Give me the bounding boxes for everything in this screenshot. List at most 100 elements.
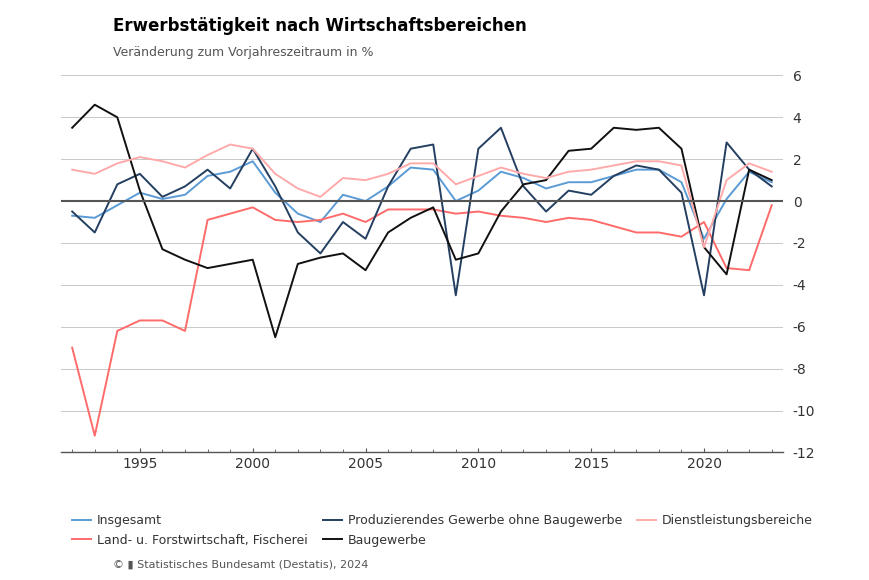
Dienstleistungsbereiche <box>337 175 348 182</box>
Text: Erwerbstätigkeit nach Wirtschaftsbereichen: Erwerbstätigkeit nach Wirtschaftsbereich… <box>113 17 527 35</box>
Baugewerbe <box>541 177 551 184</box>
Baugewerbe <box>405 215 415 222</box>
Land- u. Forstwirtschaft, Fischerei <box>157 317 168 324</box>
Dienstleistungsbereiche <box>563 168 574 175</box>
Insgesamt <box>675 179 686 186</box>
Dienstleistungsbereiche <box>315 193 325 200</box>
Dienstleistungsbereiche <box>698 244 708 251</box>
Insgesamt <box>202 172 213 179</box>
Produzierendes Gewerbe ohne Baugewerbe <box>653 166 663 173</box>
Land- u. Forstwirtschaft, Fischerei <box>473 208 483 215</box>
Land- u. Forstwirtschaft, Fischerei <box>653 229 663 236</box>
Insgesamt <box>112 202 123 209</box>
Dienstleistungsbereiche <box>586 166 596 173</box>
Dienstleistungsbereiche <box>247 145 257 152</box>
Dienstleistungsbereiche <box>428 160 438 167</box>
Insgesamt <box>180 191 190 198</box>
Land- u. Forstwirtschaft, Fischerei <box>720 264 731 271</box>
Land- u. Forstwirtschaft, Fischerei <box>247 204 257 211</box>
Dienstleistungsbereiche <box>450 181 461 188</box>
Insgesamt <box>450 198 461 205</box>
Produzierendes Gewerbe ohne Baugewerbe <box>225 185 235 192</box>
Land- u. Forstwirtschaft, Fischerei <box>675 233 686 240</box>
Insgesamt <box>766 179 776 186</box>
Land- u. Forstwirtschaft, Fischerei <box>135 317 145 324</box>
Land- u. Forstwirtschaft, Fischerei <box>698 219 708 226</box>
Line: Land- u. Forstwirtschaft, Fischerei: Land- u. Forstwirtschaft, Fischerei <box>72 205 771 436</box>
Insgesamt <box>473 187 483 194</box>
Baugewerbe <box>518 181 528 188</box>
Land- u. Forstwirtschaft, Fischerei <box>315 216 325 223</box>
Produzierendes Gewerbe ohne Baugewerbe <box>292 229 302 236</box>
Baugewerbe <box>563 147 574 154</box>
Land- u. Forstwirtschaft, Fischerei <box>337 210 348 217</box>
Insgesamt <box>292 210 302 217</box>
Dienstleistungsbereiche <box>405 160 415 167</box>
Dienstleistungsbereiche <box>473 172 483 179</box>
Insgesamt <box>541 185 551 192</box>
Produzierendes Gewerbe ohne Baugewerbe <box>630 162 640 169</box>
Land- u. Forstwirtschaft, Fischerei <box>743 267 753 274</box>
Produzierendes Gewerbe ohne Baugewerbe <box>112 181 123 188</box>
Land- u. Forstwirtschaft, Fischerei <box>202 216 213 223</box>
Dienstleistungsbereiche <box>157 158 168 165</box>
Land- u. Forstwirtschaft, Fischerei <box>112 328 123 335</box>
Dienstleistungsbereiche <box>541 175 551 182</box>
Insgesamt <box>382 183 393 190</box>
Baugewerbe <box>269 334 280 340</box>
Land- u. Forstwirtschaft, Fischerei <box>90 432 100 439</box>
Dienstleistungsbereiche <box>67 166 77 173</box>
Produzierendes Gewerbe ohne Baugewerbe <box>157 193 168 200</box>
Dienstleistungsbereiche <box>225 141 235 148</box>
Produzierendes Gewerbe ohne Baugewerbe <box>766 183 776 190</box>
Baugewerbe <box>360 267 370 274</box>
Produzierendes Gewerbe ohne Baugewerbe <box>269 183 280 190</box>
Land- u. Forstwirtschaft, Fischerei <box>67 344 77 351</box>
Line: Insgesamt: Insgesamt <box>72 161 771 239</box>
Produzierendes Gewerbe ohne Baugewerbe <box>563 187 574 194</box>
Produzierendes Gewerbe ohne Baugewerbe <box>405 145 415 152</box>
Baugewerbe <box>450 256 461 263</box>
Land- u. Forstwirtschaft, Fischerei <box>180 328 190 335</box>
Dienstleistungsbereiche <box>518 171 528 177</box>
Produzierendes Gewerbe ohne Baugewerbe <box>450 292 461 299</box>
Produzierendes Gewerbe ohne Baugewerbe <box>495 124 506 131</box>
Produzierendes Gewerbe ohne Baugewerbe <box>586 191 596 198</box>
Text: © ▮ Statistisches Bundesamt (Destatis), 2024: © ▮ Statistisches Bundesamt (Destatis), … <box>113 560 368 570</box>
Produzierendes Gewerbe ohne Baugewerbe <box>180 183 190 190</box>
Baugewerbe <box>675 145 686 152</box>
Insgesamt <box>720 195 731 202</box>
Land- u. Forstwirtschaft, Fischerei <box>766 202 776 209</box>
Land- u. Forstwirtschaft, Fischerei <box>630 229 640 236</box>
Legend: Insgesamt, Land- u. Forstwirtschaft, Fischerei, Produzierendes Gewerbe ohne Baug: Insgesamt, Land- u. Forstwirtschaft, Fis… <box>67 509 817 552</box>
Baugewerbe <box>135 187 145 194</box>
Dienstleistungsbereiche <box>607 162 618 169</box>
Produzierendes Gewerbe ohne Baugewerbe <box>675 189 686 196</box>
Produzierendes Gewerbe ohne Baugewerbe <box>518 183 528 190</box>
Baugewerbe <box>653 124 663 131</box>
Produzierendes Gewerbe ohne Baugewerbe <box>720 139 731 146</box>
Produzierendes Gewerbe ohne Baugewerbe <box>428 141 438 148</box>
Baugewerbe <box>225 260 235 267</box>
Insgesamt <box>315 219 325 226</box>
Land- u. Forstwirtschaft, Fischerei <box>428 206 438 213</box>
Produzierendes Gewerbe ohne Baugewerbe <box>135 171 145 177</box>
Land- u. Forstwirtschaft, Fischerei <box>450 210 461 217</box>
Baugewerbe <box>157 246 168 253</box>
Land- u. Forstwirtschaft, Fischerei <box>607 223 618 230</box>
Line: Dienstleistungsbereiche: Dienstleistungsbereiche <box>72 144 771 247</box>
Baugewerbe <box>495 208 506 215</box>
Baugewerbe <box>630 126 640 133</box>
Insgesamt <box>90 215 100 222</box>
Insgesamt <box>653 166 663 173</box>
Dienstleistungsbereiche <box>90 171 100 177</box>
Produzierendes Gewerbe ohne Baugewerbe <box>607 172 618 179</box>
Produzierendes Gewerbe ohne Baugewerbe <box>67 208 77 215</box>
Baugewerbe <box>766 177 776 184</box>
Insgesamt <box>586 179 596 186</box>
Dienstleistungsbereiche <box>743 160 753 167</box>
Dienstleistungsbereiche <box>269 171 280 177</box>
Insgesamt <box>269 189 280 196</box>
Land- u. Forstwirtschaft, Fischerei <box>541 219 551 226</box>
Produzierendes Gewerbe ohne Baugewerbe <box>541 208 551 215</box>
